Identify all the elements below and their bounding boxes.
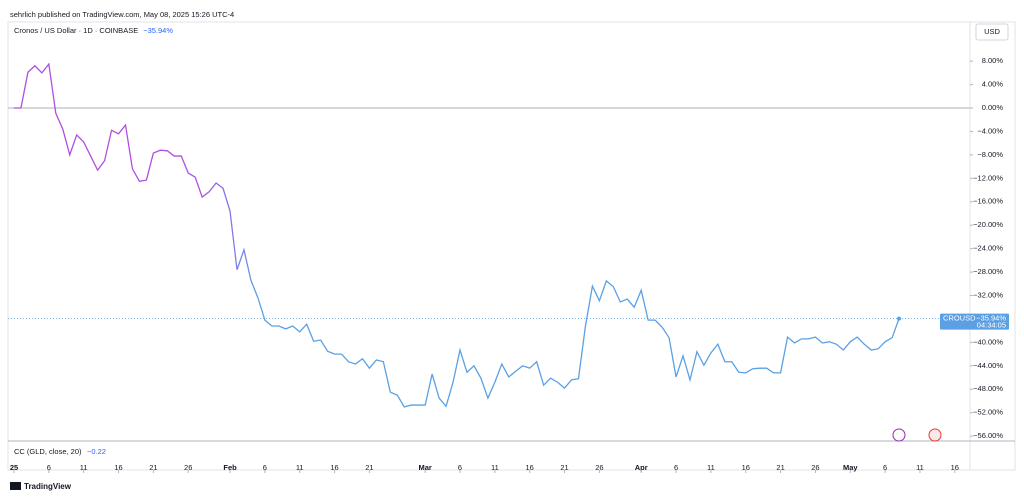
y-tick-label: −4.00% [977, 126, 1003, 135]
x-tick-label: Mar [418, 463, 431, 472]
x-tick-label: 21 [149, 463, 157, 472]
y-tick-label: 8.00% [982, 56, 1004, 65]
flag-icon[interactable] [928, 428, 942, 442]
y-tick-label: −52.00% [973, 408, 1003, 417]
x-tick-label: 26 [811, 463, 819, 472]
indicator-name: CC (GLD, close, 20) [14, 447, 82, 456]
published-note: sehrlich published on TradingView.com, M… [10, 10, 234, 19]
last-point [897, 316, 902, 321]
symbol-label: CROUSD [943, 314, 976, 323]
y-tick-label: −48.00% [973, 384, 1003, 393]
chart-frame [7, 21, 1016, 471]
x-tick-label: 16 [330, 463, 338, 472]
y-tick-label: −40.00% [973, 337, 1003, 346]
x-tick-label: 11 [916, 463, 924, 472]
x-tick-label: Feb [223, 463, 237, 472]
x-tick-label: 11 [707, 463, 715, 472]
price-line [13, 62, 900, 408]
y-tick-label: −12.00% [973, 173, 1003, 182]
x-tick-label: 16 [951, 463, 959, 472]
x-tick-label: 16 [114, 463, 122, 472]
x-tick-label: 11 [491, 463, 499, 472]
indicator-value: −0.22 [87, 447, 106, 456]
countdown: 04:34:05 [977, 321, 1006, 330]
y-tick-label: −16.00% [973, 197, 1003, 206]
y-tick-label: −20.00% [973, 220, 1003, 229]
x-tick-label: 26 [184, 463, 192, 472]
x-tick-label: 6 [47, 463, 51, 472]
x-tick-label: May [843, 463, 858, 472]
logo-text: TradingView [24, 482, 72, 491]
last-price-box [940, 313, 1009, 330]
plot [8, 62, 970, 408]
x-tick-label: 6 [674, 463, 678, 472]
last-price-label: −35.94% [976, 314, 1006, 323]
x-tick-label: Apr [635, 463, 648, 472]
chart-title: Cronos / US Dollar · 1D · COINBASE [14, 26, 138, 35]
y-tick-label: −28.00% [973, 267, 1003, 276]
x-tick-label: 16 [526, 463, 534, 472]
x-tick-label: 6 [263, 463, 267, 472]
y-tick-label: −32.00% [973, 290, 1003, 299]
x-tick-label: 21 [365, 463, 373, 472]
y-tick-label: −44.00% [973, 361, 1003, 370]
x-tick-label: 25 [10, 463, 18, 472]
x-tick-label: 6 [458, 463, 462, 472]
x-tick-label: 16 [742, 463, 750, 472]
logo-mark [10, 482, 21, 490]
y-tick-label: −56.00% [973, 431, 1003, 440]
x-tick-label: 6 [883, 463, 887, 472]
event-icon[interactable] [892, 428, 906, 442]
x-tick-label: 21 [560, 463, 568, 472]
y-tick-label: −24.00% [973, 244, 1003, 253]
x-tick-label: 26 [595, 463, 603, 472]
currency-box [975, 23, 1009, 41]
currency: USD [984, 27, 1000, 36]
x-tick-label: 11 [80, 463, 88, 472]
change-label: −35.94% [143, 26, 173, 35]
y-tick-label: 4.00% [982, 80, 1004, 89]
y-tick-label: −8.00% [977, 150, 1003, 159]
y-tick-label: 0.00% [982, 103, 1004, 112]
x-tick-label: 21 [776, 463, 784, 472]
x-tick-label: 11 [296, 463, 304, 472]
